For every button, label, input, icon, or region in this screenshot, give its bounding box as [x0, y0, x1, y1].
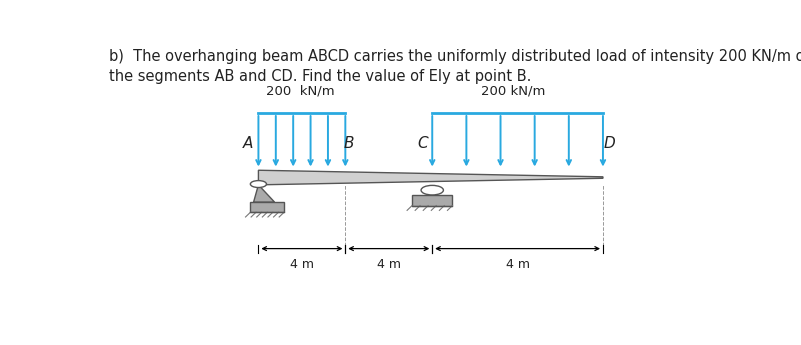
Text: B: B: [343, 136, 354, 151]
Circle shape: [421, 185, 444, 195]
Polygon shape: [254, 185, 275, 202]
Polygon shape: [259, 170, 603, 185]
Text: C: C: [417, 136, 429, 151]
Text: 4 m: 4 m: [290, 258, 314, 271]
Text: D: D: [603, 136, 615, 151]
Text: b)  The overhanging beam ABCD carries the uniformly distributed load of intensit: b) The overhanging beam ABCD carries the…: [110, 49, 801, 84]
Text: A: A: [243, 136, 253, 151]
Text: 200 kN/m: 200 kN/m: [481, 84, 545, 97]
Text: 200  kN/m: 200 kN/m: [266, 84, 334, 97]
Bar: [412, 196, 453, 206]
Bar: [251, 202, 284, 212]
Text: 4 m: 4 m: [376, 258, 400, 271]
Circle shape: [251, 180, 267, 188]
Text: 4 m: 4 m: [506, 258, 530, 271]
